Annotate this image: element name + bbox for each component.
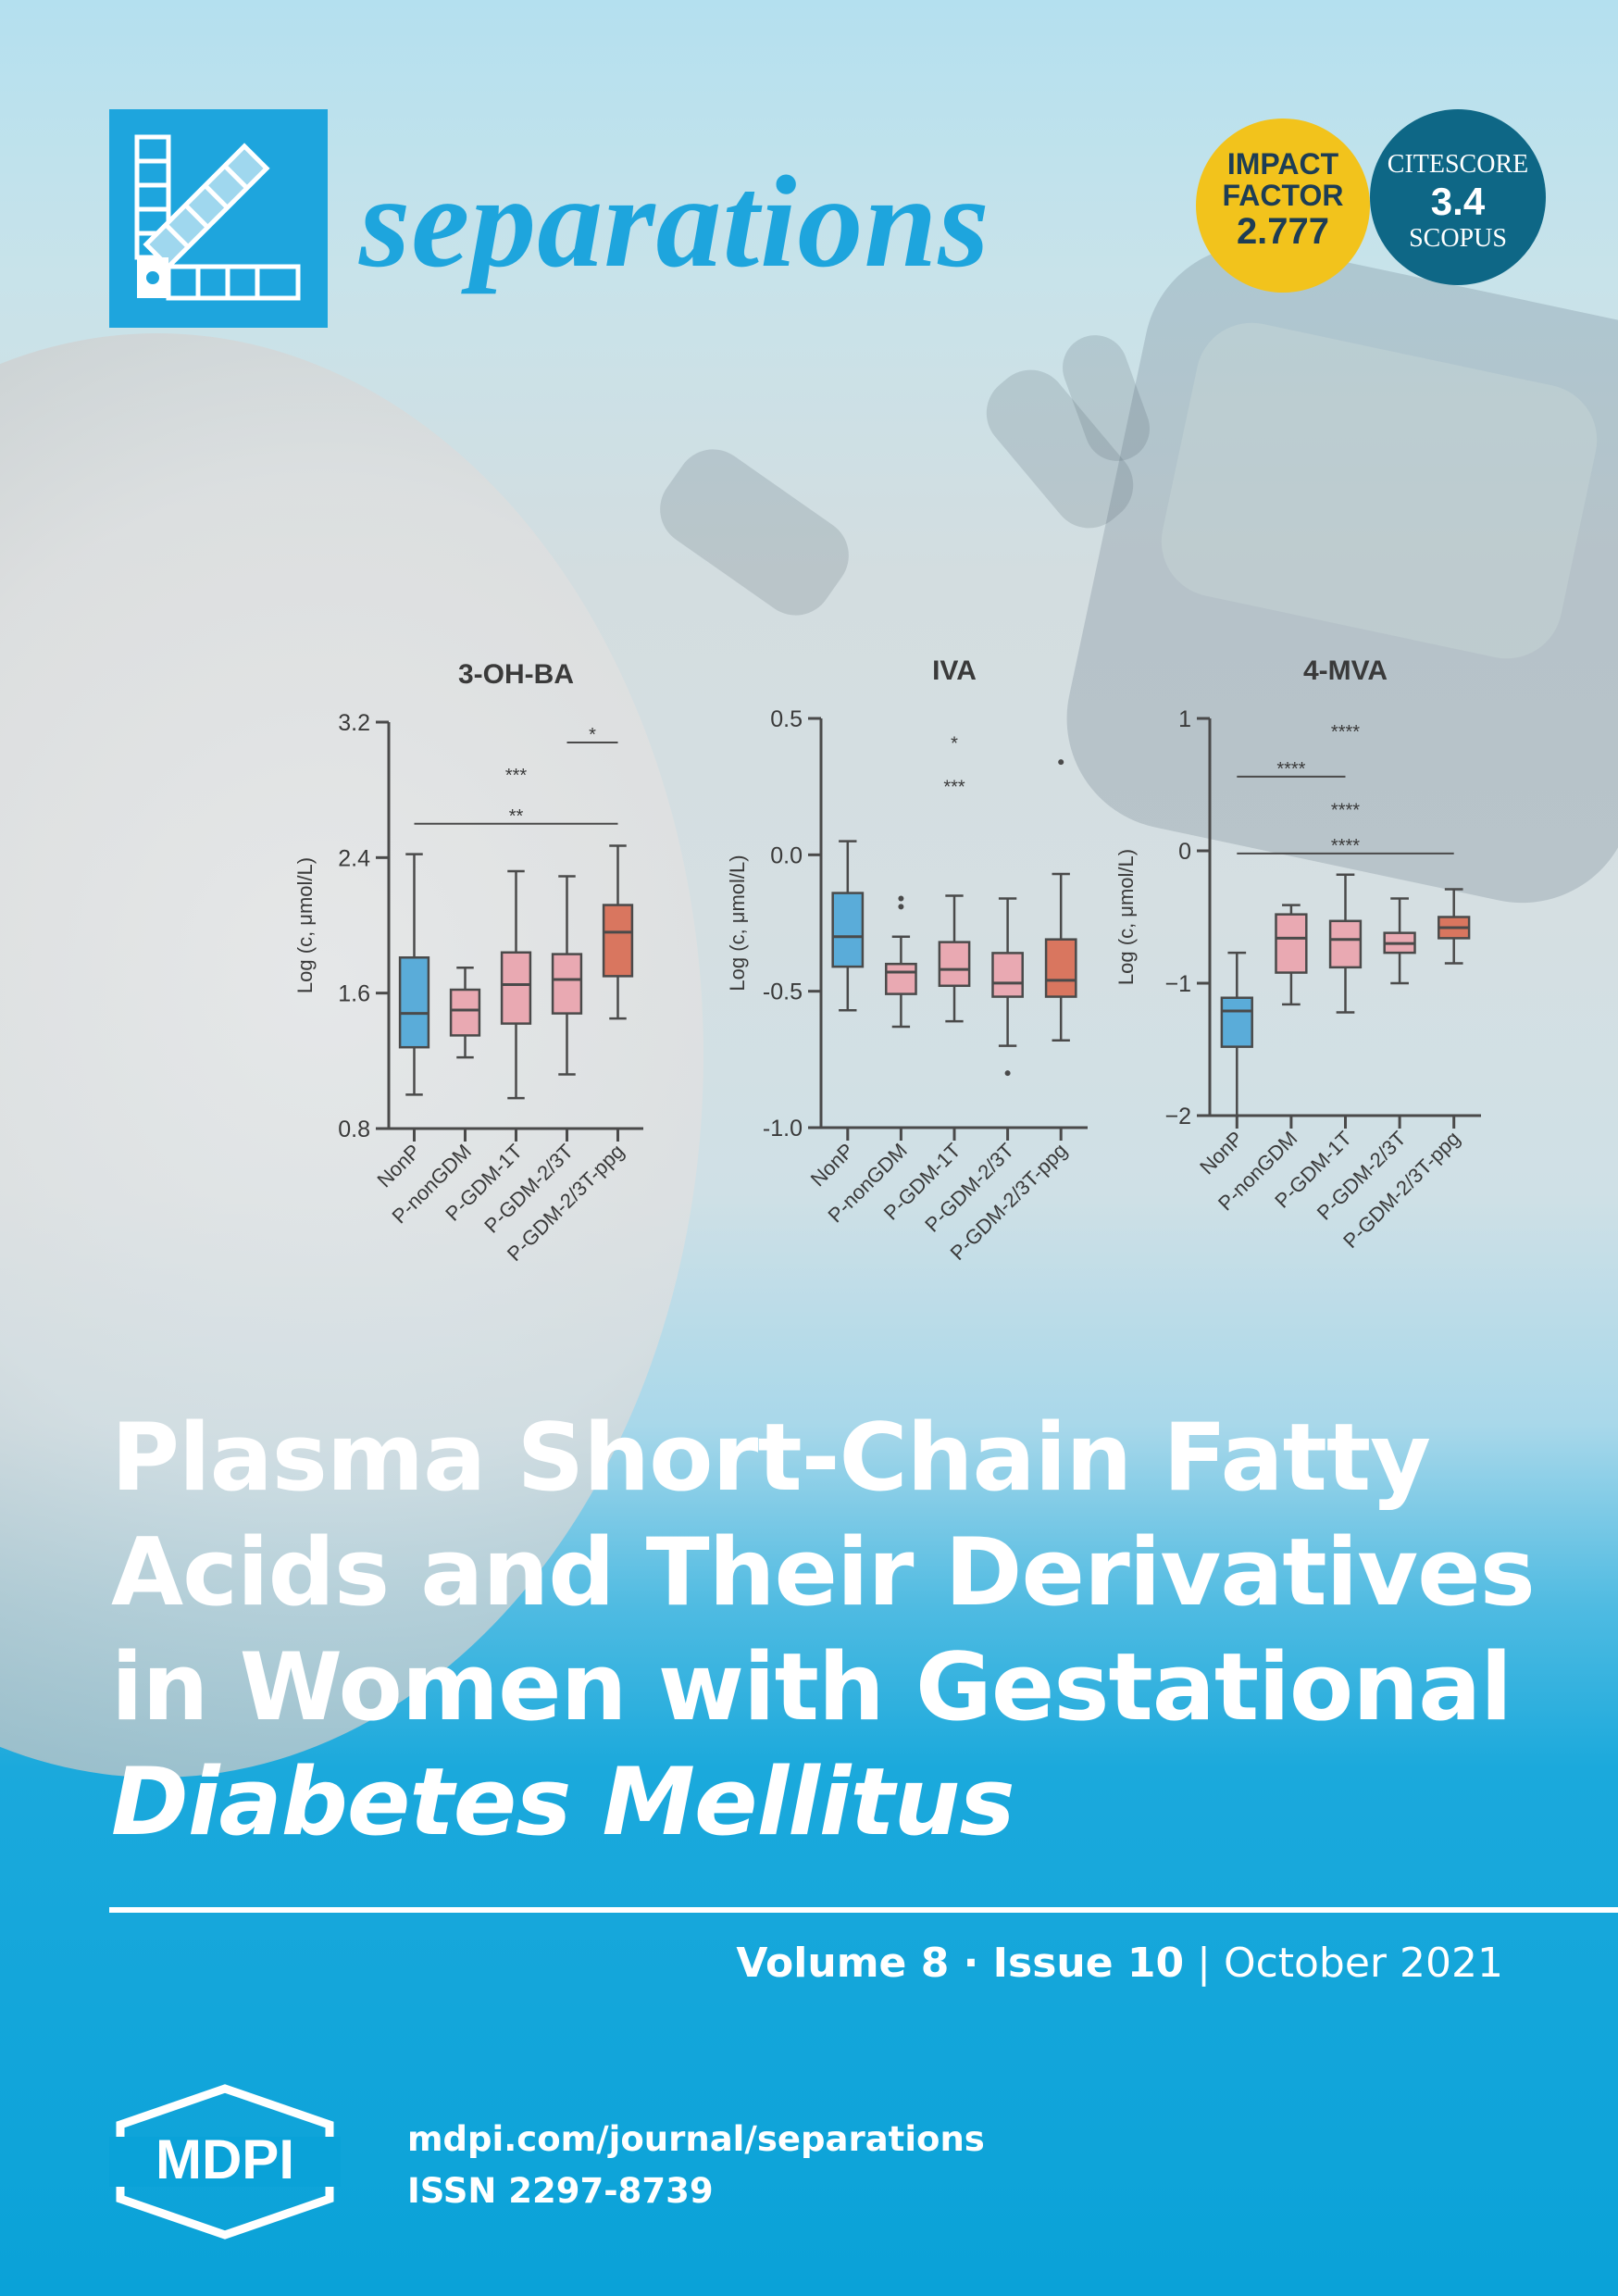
y-tick-label: 1: [1178, 706, 1191, 732]
significance-label: **: [509, 806, 524, 827]
box: [885, 962, 917, 995]
significance-label: ****: [1331, 836, 1360, 856]
significance-label: ***: [943, 778, 965, 798]
y-tick-label: 0: [1178, 839, 1191, 865]
journal-url[interactable]: mdpi.com/journal/separations: [407, 2119, 985, 2159]
significance-label: ****: [1276, 759, 1305, 780]
impact-factor-badge: IMPACT FACTOR 2.777: [1196, 119, 1370, 293]
y-tick-label: -0.5: [763, 980, 803, 1005]
issue-date: October 2021: [1223, 1940, 1503, 1987]
outlier-point: [1058, 759, 1064, 766]
y-tick-label: 0.8: [338, 1117, 370, 1142]
box: [1328, 919, 1363, 969]
y-axis-label: Log (c, μmol/L): [726, 855, 749, 991]
article-title: Plasma Short-Chain Fatty Acids and Their…: [111, 1400, 1555, 1859]
y-tick-label: 0.5: [770, 706, 803, 732]
significance-label: ***: [505, 766, 528, 786]
y-tick-label: -1.0: [763, 1116, 803, 1142]
article-title-line-3: in Women with Gestational: [111, 1632, 1512, 1741]
citescore-badge: CITESCORE 3.4 SCOPUS: [1370, 109, 1546, 285]
impact-factor-label-1: IMPACT: [1226, 147, 1339, 181]
y-tick-label: −1: [1164, 971, 1191, 997]
box: [602, 904, 634, 978]
volume-label: Volume 8: [736, 1940, 950, 1987]
impact-factor-value: 2.777: [1236, 211, 1330, 252]
box: [551, 953, 583, 1015]
article-title-line-1: Plasma Short-Chain Fatty: [111, 1403, 1431, 1512]
box: [991, 952, 1024, 998]
y-axis-label: Log (c, μmol/L): [1114, 849, 1138, 985]
box: [831, 892, 865, 968]
citescore-value: 3.4: [1430, 180, 1486, 223]
title-divider: [109, 1907, 1618, 1913]
issue-bar: |: [1184, 1940, 1224, 1987]
impact-factor-label-2: FACTOR: [1222, 179, 1344, 212]
box: [449, 988, 481, 1037]
mdpi-wordmark: MDPI: [156, 2128, 294, 2190]
y-tick-label: 0.0: [770, 842, 803, 868]
issue-info: Volume 8 · Issue 10 | October 2021: [736, 1940, 1503, 1987]
box: [1220, 996, 1253, 1048]
mdpi-hexagon-icon: MDPI: [109, 2084, 341, 2240]
significance-label: *: [589, 725, 596, 745]
chart-title: IVA: [932, 655, 977, 686]
journal-logo: [109, 109, 328, 328]
box: [398, 956, 430, 1049]
journal-issn: ISSN 2297-8739: [407, 2171, 714, 2211]
citescore-label: CITESCORE: [1387, 150, 1529, 179]
issue-label: Issue 10: [992, 1940, 1185, 1987]
swatch-fan-icon: [134, 134, 301, 301]
significance-label: *: [951, 733, 958, 754]
issue-separator: ·: [949, 1940, 993, 1987]
journal-footer: mdpi.com/journal/separations ISSN 2297-8…: [407, 2114, 985, 2217]
scopus-label: SCOPUS: [1409, 224, 1507, 253]
article-title-line-4: Diabetes Mellitus: [111, 1747, 1015, 1856]
y-axis-label: Log (c, μmol/L): [293, 857, 317, 993]
significance-label: ****: [1331, 800, 1360, 820]
outlier-point: [898, 904, 904, 910]
article-title-line-2: Acids and Their Derivatives: [111, 1517, 1536, 1627]
journal-name: separations: [359, 148, 990, 294]
y-tick-label: 1.6: [338, 981, 370, 1007]
significance-label: ****: [1331, 722, 1360, 742]
chart-title: 3-OH-BA: [458, 659, 574, 690]
chart-title: 4-MVA: [1303, 655, 1388, 686]
outlier-point: [1004, 1070, 1011, 1077]
y-tick-label: 2.4: [338, 845, 370, 871]
y-tick-label: −2: [1164, 1104, 1191, 1129]
outlier-point: [898, 895, 904, 902]
box: [938, 941, 971, 988]
box: [500, 951, 532, 1025]
y-tick-label: 3.2: [338, 710, 370, 736]
mdpi-logo: MDPI: [109, 2083, 341, 2245]
box: [1044, 938, 1077, 998]
box: [1275, 913, 1308, 974]
